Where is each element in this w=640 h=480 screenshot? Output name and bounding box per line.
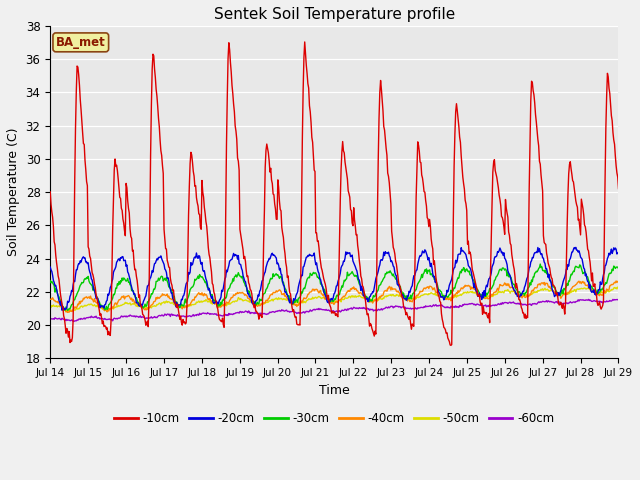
X-axis label: Time: Time bbox=[319, 384, 349, 396]
Y-axis label: Soil Temperature (C): Soil Temperature (C) bbox=[7, 128, 20, 256]
Title: Sentek Soil Temperature profile: Sentek Soil Temperature profile bbox=[214, 7, 455, 22]
Text: BA_met: BA_met bbox=[56, 36, 106, 49]
Legend: -10cm, -20cm, -30cm, -40cm, -50cm, -60cm: -10cm, -20cm, -30cm, -40cm, -50cm, -60cm bbox=[110, 408, 559, 430]
